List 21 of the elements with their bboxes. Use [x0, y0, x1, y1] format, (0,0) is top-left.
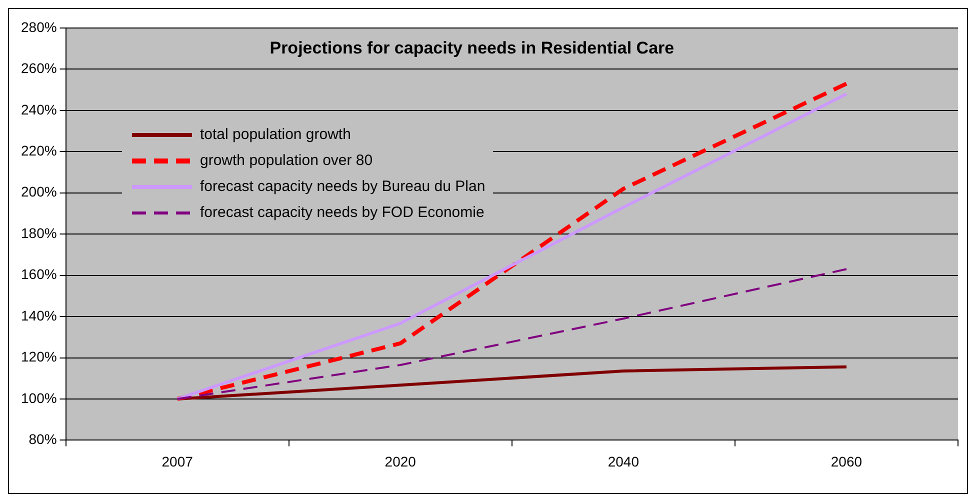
- y-tick-label: 160%: [20, 266, 57, 282]
- text: Projections for capacity needs in Residential Care: [270, 38, 674, 58]
- x-tick-label: 2020: [384, 453, 416, 470]
- y-tick-label: 220%: [20, 142, 57, 159]
- x-tick-label: 2060: [830, 453, 862, 470]
- y-tick-label: 240%: [20, 101, 57, 118]
- x-tick-label: 2007: [162, 453, 194, 470]
- y-tick-label: 140%: [20, 307, 57, 324]
- y-tick-label: 180%: [20, 224, 57, 241]
- legend-label: forecast capacity needs by Bureau du Plan: [200, 177, 486, 197]
- legend-label: forecast capacity needs by FOD Economie: [200, 203, 484, 223]
- x-tick-label: 2040: [608, 453, 640, 470]
- y-tick-label: 280%: [20, 18, 57, 35]
- line-series: [176, 268, 848, 400]
- y-tick-label: 100%: [20, 390, 57, 406]
- legend-label: growth population over 80: [200, 151, 373, 171]
- y-tick-label: 260%: [20, 60, 57, 76]
- y-tick-label: 80%: [28, 431, 57, 448]
- legend-label: total population growth: [200, 125, 351, 145]
- y-tick-label: 120%: [20, 348, 57, 365]
- y-tick-label: 200%: [20, 184, 57, 200]
